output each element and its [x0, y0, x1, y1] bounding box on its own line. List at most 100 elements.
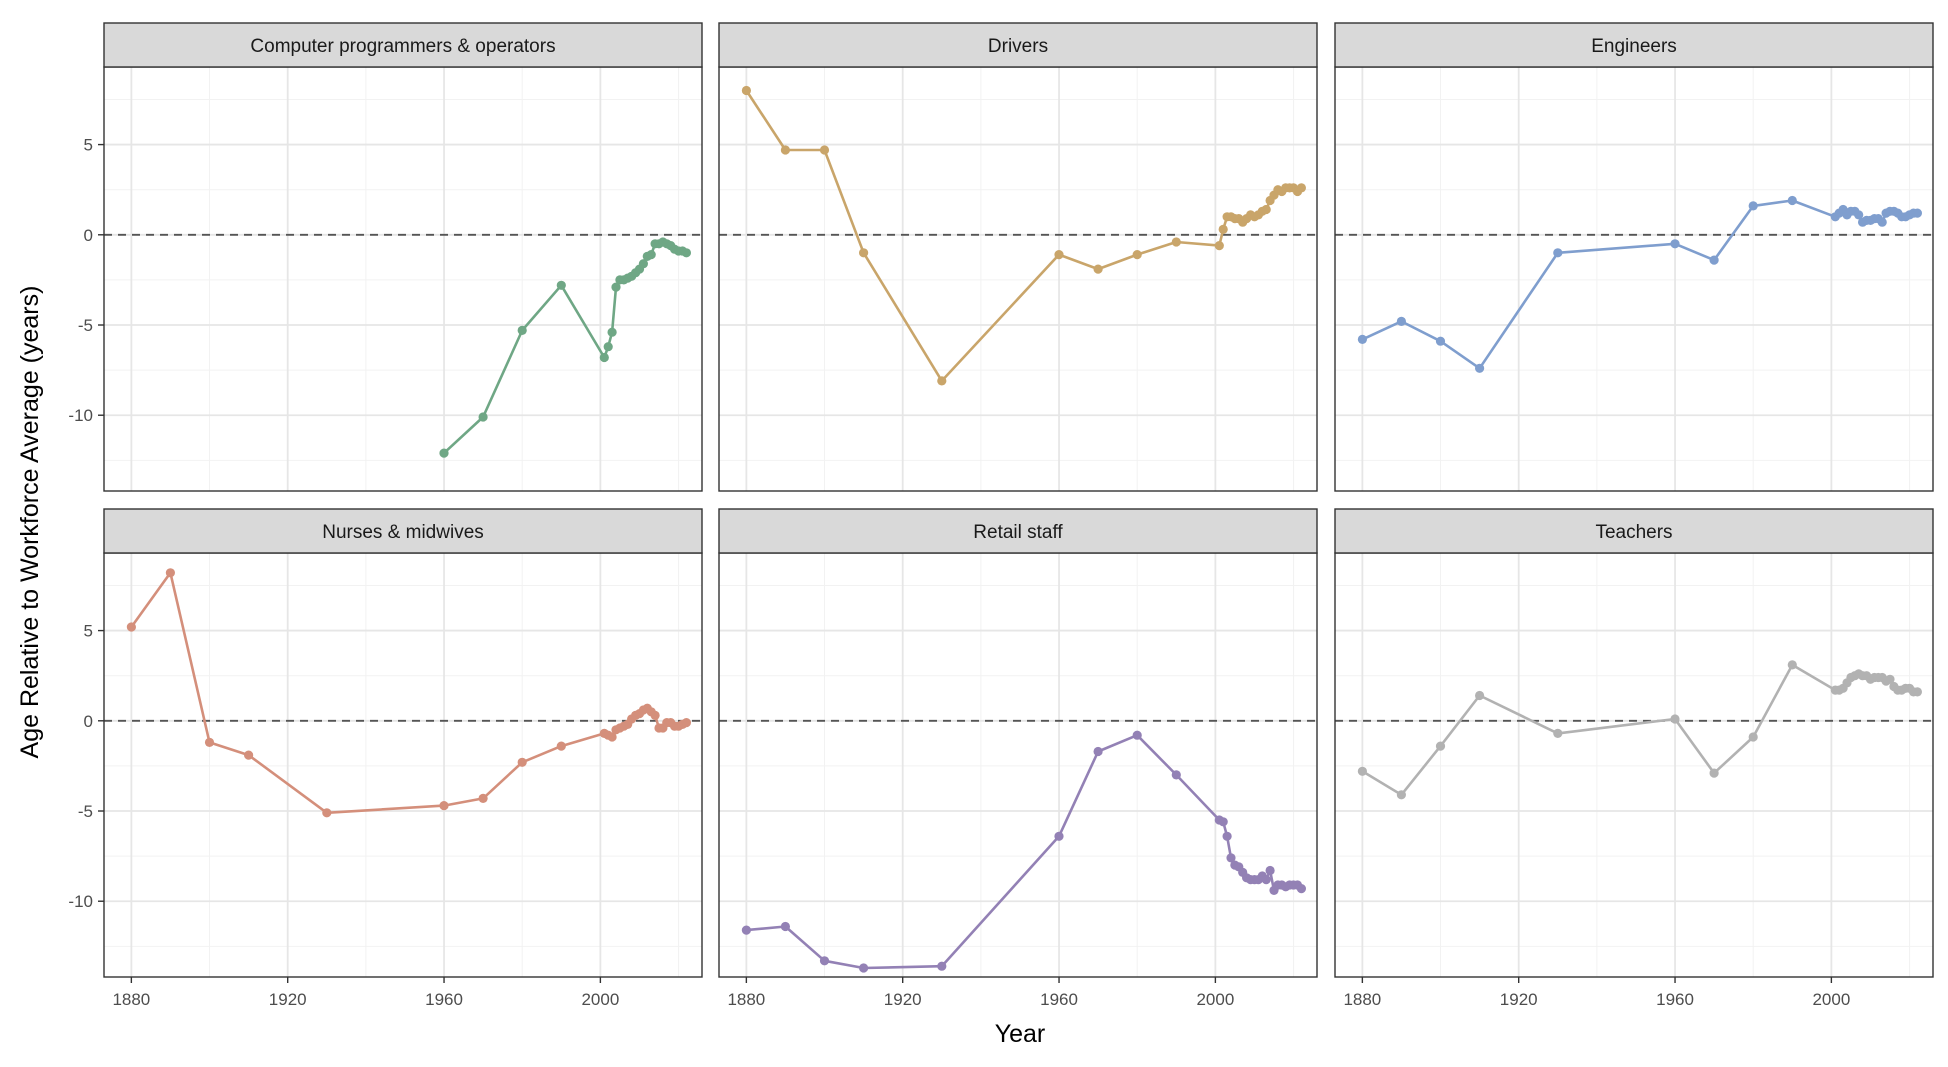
data-point [1787, 195, 1797, 206]
data-point [611, 282, 621, 292]
x-tick-label: 2000 [581, 990, 619, 1009]
data-point [1912, 208, 1922, 218]
data-point [1435, 741, 1446, 751]
facet-title: Teachers [1595, 522, 1672, 543]
data-point [1854, 210, 1864, 220]
data-point [1171, 770, 1181, 780]
data-point [681, 718, 692, 728]
facet-title: Retail staff [973, 522, 1063, 543]
y-axis-title: Age Relative to Workforce Average (years… [16, 286, 44, 759]
panel-background [104, 67, 702, 491]
data-point [1475, 363, 1485, 373]
data-point [1396, 316, 1406, 326]
y-tick-label: -5 [78, 316, 93, 335]
facet-panel-retail-staff: Retail staff 1880 1920 1960 2000 [718, 508, 1318, 1009]
x-tick-label: 1960 [1656, 990, 1694, 1009]
data-point [1553, 248, 1563, 258]
data-point [603, 342, 613, 352]
data-point [439, 448, 449, 458]
data-point [1709, 768, 1719, 778]
data-point [478, 793, 488, 804]
data-point [1357, 766, 1367, 776]
data-point [1171, 237, 1181, 247]
y-tick-label: 5 [84, 622, 93, 641]
x-tick-label: 1920 [269, 990, 307, 1009]
data-point [1265, 865, 1275, 876]
panel-background [719, 67, 1317, 491]
y-tick-label: -5 [78, 802, 93, 821]
x-tick-label: 1920 [1500, 990, 1538, 1009]
data-point [1093, 264, 1103, 274]
facet-strip [1334, 508, 1934, 554]
data-point [1054, 250, 1064, 260]
data-point [556, 741, 566, 751]
data-point [607, 327, 617, 337]
data-point [937, 961, 947, 971]
data-point [517, 325, 527, 335]
facet-panel-teachers: Teachers 1880 1920 1960 2000 [1334, 508, 1934, 1009]
data-point [1296, 183, 1306, 193]
y-tick-label: 5 [84, 136, 93, 155]
data-point [1132, 250, 1142, 260]
data-point [741, 85, 752, 96]
data-point [1396, 790, 1406, 800]
data-point [1261, 875, 1271, 885]
data-point [1475, 690, 1485, 701]
y-tick-label: 0 [84, 712, 93, 731]
data-point [556, 280, 566, 290]
x-tick-label: 2000 [1812, 990, 1850, 1009]
data-point [1218, 224, 1228, 234]
data-point [1214, 241, 1224, 251]
data-point [1132, 730, 1142, 740]
data-point [1709, 255, 1719, 265]
data-point [1912, 687, 1922, 697]
facet-title: Computer programmers & operators [250, 36, 555, 57]
x-tick-label: 2000 [1196, 990, 1234, 1009]
x-tick-label: 1960 [425, 990, 463, 1009]
facet-strip [103, 508, 703, 554]
data-point [1553, 728, 1563, 739]
data-point [638, 259, 649, 269]
data-point [1261, 204, 1271, 215]
data-point [650, 710, 660, 721]
data-point [1296, 884, 1306, 894]
data-point [1222, 831, 1232, 841]
facet-panel-drivers: Drivers [718, 22, 1318, 492]
data-point [1748, 201, 1758, 211]
data-point [1748, 732, 1758, 742]
data-point [859, 248, 869, 258]
x-tick-label: 1880 [1343, 990, 1381, 1009]
panel-background [719, 553, 1317, 977]
data-point [126, 622, 136, 632]
facet-panel-computer-programmers-operators: Computer programmers & operators 5 0 -5 -10 [68, 22, 703, 492]
x-axis-title: Year [995, 1020, 1046, 1048]
data-point [1054, 831, 1064, 841]
data-point [859, 963, 869, 973]
data-point [819, 145, 830, 155]
data-point [165, 568, 175, 578]
facet-title: Engineers [1591, 36, 1677, 57]
x-tick-label: 1920 [884, 990, 922, 1009]
data-point [780, 145, 791, 155]
data-point [1435, 336, 1446, 346]
data-point [1093, 746, 1103, 757]
data-point [1670, 239, 1680, 249]
facet-strip [718, 508, 1318, 554]
data-point [819, 956, 830, 966]
y-tick-label: -10 [68, 892, 93, 911]
facet-strip [718, 22, 1318, 68]
data-point [439, 801, 449, 811]
facet-panel-engineers: Engineers [1334, 22, 1934, 492]
data-point [204, 737, 215, 748]
data-point [1787, 660, 1797, 670]
data-point [741, 925, 752, 935]
data-point [1670, 714, 1680, 724]
facet-strip [103, 22, 703, 68]
data-point [681, 248, 692, 258]
data-point [1226, 853, 1236, 863]
x-tick-label: 1960 [1040, 990, 1078, 1009]
facet-strip [1334, 22, 1934, 68]
data-point [478, 412, 488, 422]
facet-title: Nurses & midwives [322, 522, 484, 543]
